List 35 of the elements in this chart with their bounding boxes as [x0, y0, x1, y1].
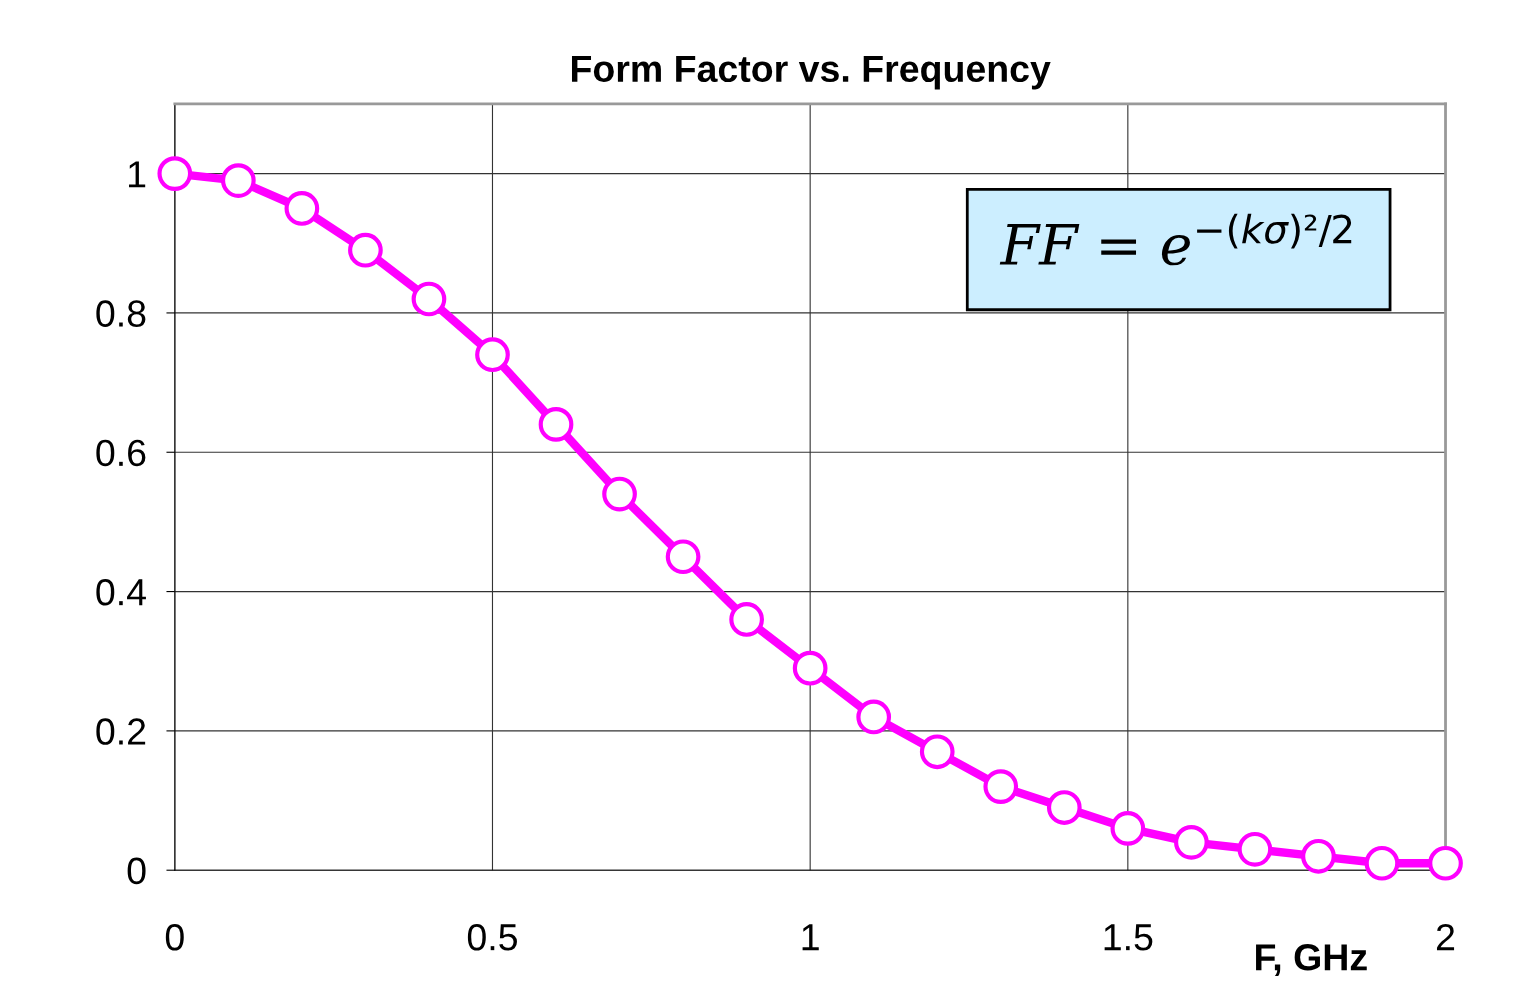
point — [919, 734, 955, 770]
x-tick-label: 1 — [802, 924, 819, 951]
point — [983, 769, 1019, 804]
point — [856, 699, 892, 735]
point — [729, 602, 764, 637]
y-tick-label: 0.4 — [96, 578, 146, 606]
point — [1110, 811, 1146, 846]
point — [1237, 831, 1273, 867]
chart-title: Form Factor vs. Frequency — [571, 55, 1051, 90]
point — [411, 281, 447, 317]
y-tick-label: 0.2 — [96, 718, 146, 745]
annotation: FF = e$^{−(kσ)²/2}$ — [999, 213, 1352, 266]
point — [665, 539, 701, 575]
point — [220, 163, 256, 198]
point — [1174, 824, 1209, 860]
point — [1046, 790, 1082, 825]
point — [1301, 838, 1336, 874]
x-tick-label: 0 — [165, 923, 184, 951]
point — [157, 156, 193, 191]
y-tick-label: 1 — [129, 161, 146, 188]
point — [348, 232, 383, 268]
point — [538, 407, 574, 442]
point — [602, 476, 637, 512]
x-tick-label: 2 — [1436, 923, 1455, 951]
y-tick-label: 0 — [127, 857, 146, 885]
point — [475, 337, 510, 373]
point — [1364, 845, 1400, 881]
x-axis-title: F, GHz — [1256, 943, 1367, 976]
x-tick-label: 1.5 — [1104, 924, 1153, 951]
point — [792, 650, 828, 686]
x-tick-label: 0.5 — [467, 923, 517, 951]
point — [284, 191, 320, 226]
point — [1428, 845, 1463, 881]
y-tick-label: 0.8 — [96, 300, 146, 327]
y-tick-label: 0.6 — [96, 439, 146, 467]
